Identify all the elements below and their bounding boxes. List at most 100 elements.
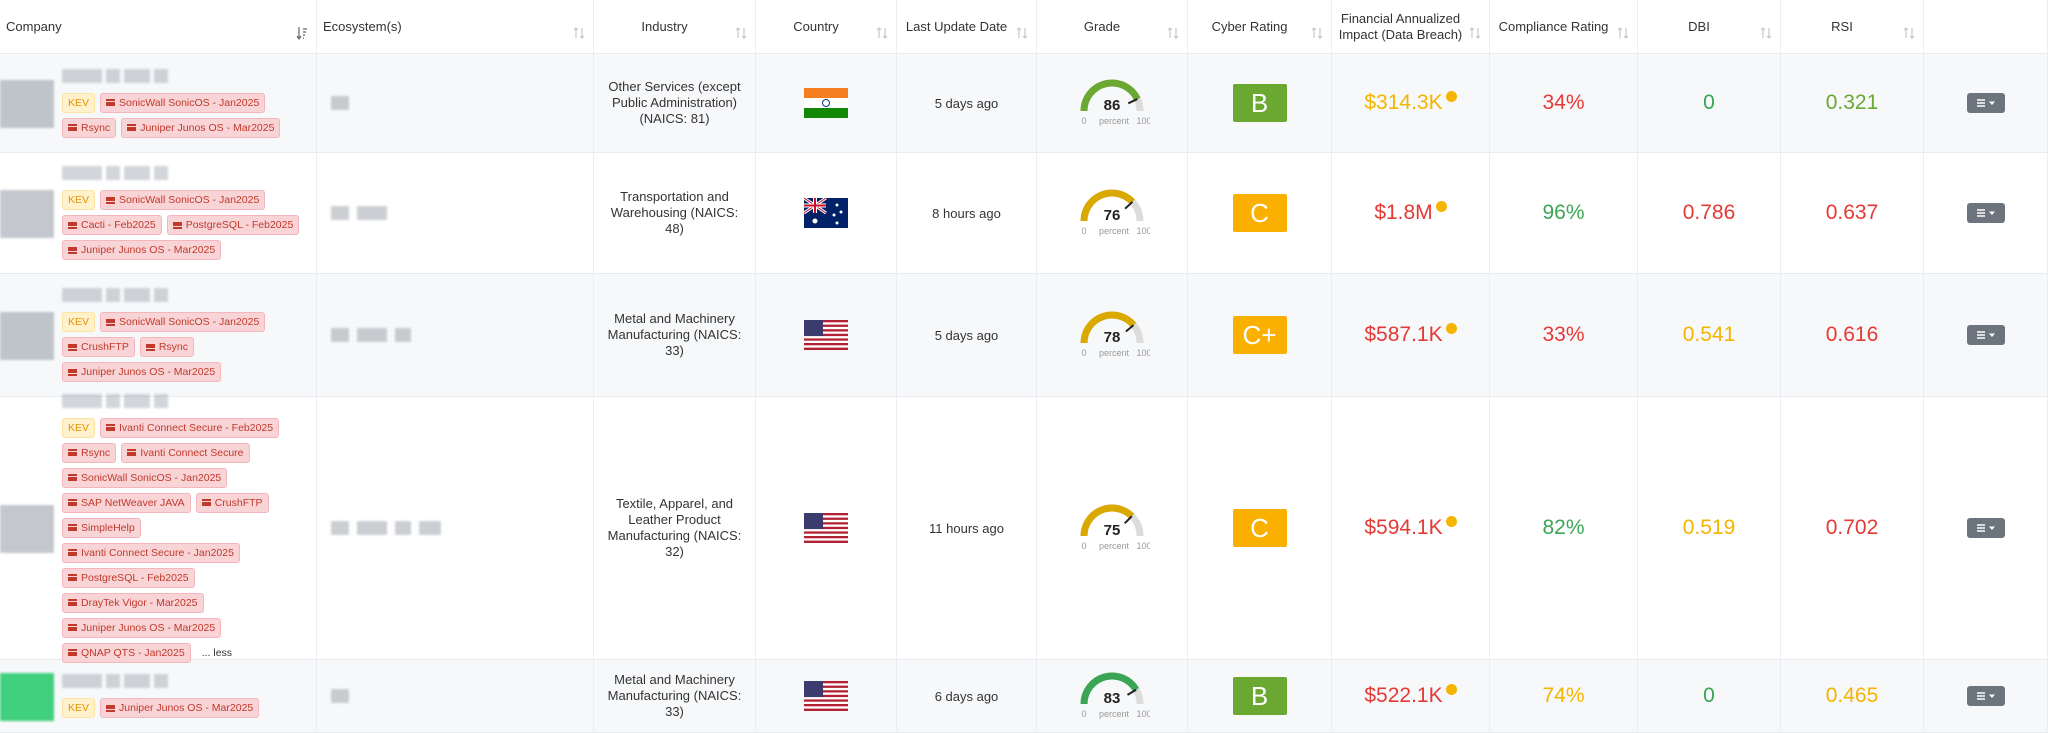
tag-list: KEV SonicWall SonicOS - Jan2025 CrushFTP Rs… [62, 312, 312, 382]
table-cell: 0 [1638, 54, 1781, 152]
sort-icon[interactable] [1016, 26, 1028, 40]
sort-icon[interactable] [296, 26, 308, 40]
tag-list: KEV Ivanti Connect Secure - Feb2025 Rsync I… [62, 417, 312, 663]
sort-icon[interactable] [573, 26, 585, 40]
blurred-block [395, 521, 411, 535]
sort-icon[interactable] [1311, 26, 1323, 40]
tag-text: QNAP QTS - Jan2025 [81, 646, 185, 659]
vulnerability-tag[interactable]: SonicWall SonicOS - Jan2025 [100, 190, 266, 210]
vulnerability-tag[interactable]: SonicWall SonicOS - Jan2025 [62, 467, 228, 488]
vulnerability-tag[interactable]: CrushFTP [195, 492, 269, 513]
gauge-min: 0 [1081, 116, 1086, 126]
vulnerability-tag[interactable]: Juniper Junos OS - Mar2025 [62, 362, 222, 382]
table-cell: C [1188, 397, 1332, 659]
grade-value: 86 [1104, 97, 1121, 114]
table-cell: $587.1K [1332, 274, 1490, 396]
table-cell: B [1188, 54, 1332, 152]
vulnerability-tag[interactable]: Juniper Junos OS - Mar2025 [62, 240, 222, 260]
button-icon [1976, 524, 1995, 532]
action-button[interactable] [1966, 686, 2005, 706]
info-icon[interactable] [1445, 323, 1457, 334]
table-cell: 0.321 [1781, 54, 1924, 152]
vulnerability-tag[interactable]: Ivanti Connect Secure [121, 442, 250, 463]
sort-icon[interactable] [1903, 26, 1915, 40]
table-cell [1924, 274, 2048, 396]
tag-text: SAP NetWeaver JAVA [81, 496, 185, 509]
sort-icon[interactable] [1760, 26, 1772, 40]
action-button[interactable] [1966, 518, 2005, 538]
info-icon[interactable] [1445, 684, 1457, 695]
dbi-value: 0.786 [1682, 201, 1736, 224]
header-cell: Last Update Date [897, 0, 1037, 53]
sort-icon[interactable] [876, 26, 888, 40]
less-toggle[interactable]: ... less [201, 646, 233, 659]
financial-value: $314.3K [1364, 91, 1443, 114]
table-cell: 5 days ago [897, 54, 1037, 152]
table-cell: 0.465 [1781, 660, 1924, 732]
action-button[interactable] [1966, 325, 2005, 345]
vulnerability-tag[interactable]: Cacti - Feb2025 [62, 215, 162, 235]
sort-icon[interactable] [735, 26, 747, 40]
vulnerability-tag[interactable]: SimpleHelp [62, 517, 141, 538]
vulnerability-tag[interactable]: Juniper Junos OS - Mar2025 [121, 117, 281, 138]
vulnerability-tag[interactable]: Juniper Junos OS - Mar2025 [100, 698, 260, 718]
vulnerability-tag[interactable]: Juniper Junos OS - Mar2025 [62, 617, 222, 638]
info-icon[interactable] [1445, 516, 1457, 527]
vulnerability-tag[interactable]: Rsync [62, 442, 117, 463]
vulnerability-tag[interactable]: DrayTek Vigor - Mar2025 [62, 592, 204, 613]
tag-icon [68, 449, 77, 456]
financial-value: $522.1K [1364, 684, 1443, 707]
tag-icon [68, 599, 77, 606]
sort-icon[interactable] [1469, 26, 1481, 40]
last-update: 5 days ago [934, 327, 999, 343]
grade-gauge: 78 0 percent 100 [1080, 311, 1150, 358]
table-cell: Metal and Machinery Manufacturing (NAICS… [594, 274, 756, 396]
tag-text: Rsync [81, 446, 111, 459]
vulnerability-tag[interactable]: PostgreSQL - Feb2025 [166, 215, 300, 235]
vulnerability-tag[interactable]: Rsync [62, 117, 117, 138]
tag-text: Juniper Junos OS - Mar2025 [81, 244, 216, 256]
gauge-needle [1124, 515, 1133, 524]
gauge-unit: percent [1099, 348, 1130, 358]
column-title: Company [6, 18, 62, 34]
tag-icon [68, 474, 77, 481]
vulnerability-tag[interactable]: SAP NetWeaver JAVA [62, 492, 191, 513]
sort-icon[interactable] [1167, 26, 1179, 40]
vulnerability-tag[interactable]: SonicWall SonicOS - Jan2025 [100, 312, 266, 332]
dbi-value: 0.541 [1682, 323, 1736, 346]
vulnerability-tag[interactable]: Ivanti Connect Secure - Jan2025 [62, 542, 240, 563]
action-button[interactable] [1966, 93, 2005, 113]
kev-tag: KEV [62, 698, 96, 718]
financial-value: $594.1K [1364, 516, 1443, 539]
vulnerability-tag[interactable]: QNAP QTS - Jan2025 [62, 642, 191, 663]
tag-icon [106, 704, 116, 712]
kev-tag: KEV [62, 417, 96, 438]
table-cell [756, 660, 897, 732]
gauge-value [1080, 189, 1135, 222]
vulnerability-tag[interactable]: CrushFTP [62, 337, 135, 357]
blurred-block [395, 328, 411, 342]
gauge-value [1080, 79, 1141, 112]
sort-icon[interactable] [1617, 26, 1629, 40]
gauge-value [1080, 504, 1135, 537]
rsi-value: 0.465 [1825, 684, 1879, 707]
grade-value: 78 [1104, 329, 1121, 346]
table-cell: 74% [1490, 660, 1638, 732]
vulnerability-tag[interactable]: Ivanti Connect Secure - Feb2025 [100, 417, 280, 438]
table-cell: 83 0 percent 100 [1037, 660, 1188, 732]
last-update: 8 hours ago [932, 205, 1001, 221]
column-title: DBI [1688, 18, 1710, 34]
vulnerability-tag[interactable]: PostgreSQL - Feb2025 [62, 567, 195, 588]
company-name [62, 68, 312, 87]
last-update: 11 hours ago [929, 520, 1004, 536]
table-cell: 82% [1490, 397, 1638, 659]
table-cell: B [1188, 660, 1332, 732]
info-icon[interactable] [1445, 91, 1457, 102]
action-button[interactable] [1966, 203, 2005, 223]
tag-icon [106, 99, 116, 106]
vulnerability-tag[interactable]: SonicWall SonicOS - Jan2025 [100, 92, 266, 113]
info-icon[interactable] [1435, 201, 1447, 212]
table-cell [317, 397, 594, 659]
table-cell [1924, 153, 2048, 273]
vulnerability-tag[interactable]: Rsync [139, 337, 195, 357]
